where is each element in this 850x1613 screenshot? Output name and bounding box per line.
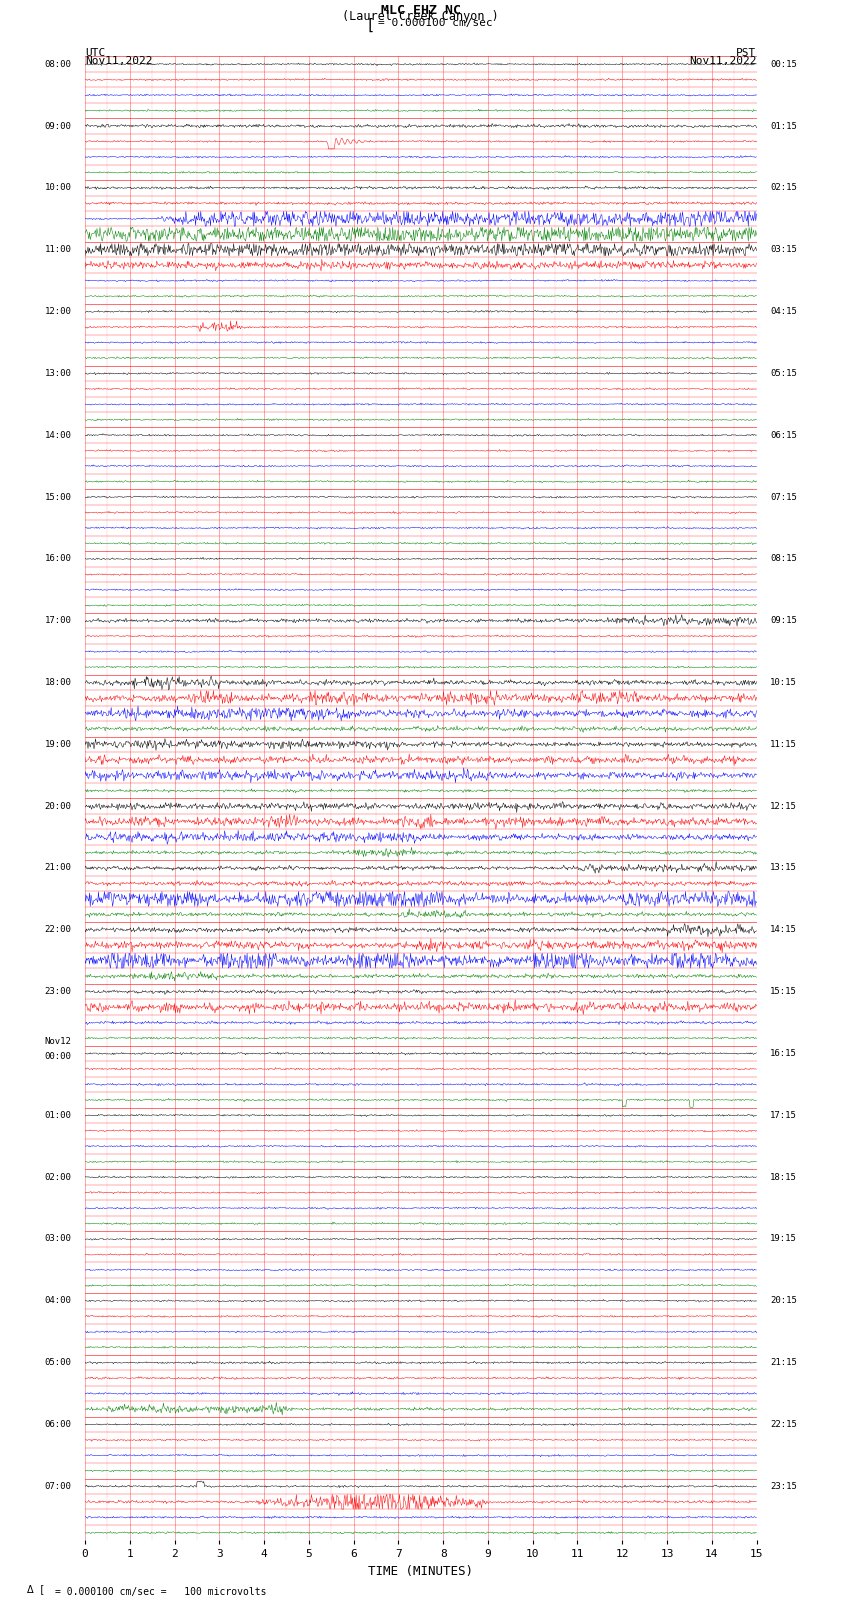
Text: 22:15: 22:15 (770, 1419, 796, 1429)
Text: 08:15: 08:15 (770, 555, 796, 563)
Text: 16:00: 16:00 (45, 555, 71, 563)
Text: 19:00: 19:00 (45, 740, 71, 748)
Text: UTC: UTC (85, 48, 105, 58)
Text: 00:00: 00:00 (45, 1052, 71, 1061)
Text: $\Delta$ [: $\Delta$ [ (26, 1582, 44, 1597)
Text: 10:15: 10:15 (770, 677, 796, 687)
Text: 12:15: 12:15 (770, 802, 796, 811)
Text: 17:15: 17:15 (770, 1111, 796, 1119)
Text: 18:15: 18:15 (770, 1173, 796, 1182)
Text: 11:15: 11:15 (770, 740, 796, 748)
Text: [: [ (366, 18, 375, 32)
Text: 04:00: 04:00 (45, 1297, 71, 1305)
Text: 00:15: 00:15 (770, 60, 796, 69)
Text: 15:00: 15:00 (45, 492, 71, 502)
Text: 05:00: 05:00 (45, 1358, 71, 1368)
Text: 09:15: 09:15 (770, 616, 796, 626)
Text: Nov12: Nov12 (45, 1037, 71, 1045)
Text: 19:15: 19:15 (770, 1234, 796, 1244)
Text: 09:00: 09:00 (45, 121, 71, 131)
Text: 18:00: 18:00 (45, 677, 71, 687)
Text: 13:00: 13:00 (45, 369, 71, 377)
Text: 02:00: 02:00 (45, 1173, 71, 1182)
Text: 20:00: 20:00 (45, 802, 71, 811)
Text: 14:15: 14:15 (770, 926, 796, 934)
Text: 03:15: 03:15 (770, 245, 796, 255)
Text: 22:00: 22:00 (45, 926, 71, 934)
X-axis label: TIME (MINUTES): TIME (MINUTES) (368, 1565, 473, 1578)
Text: 10:00: 10:00 (45, 184, 71, 192)
Text: 12:00: 12:00 (45, 306, 71, 316)
Text: 15:15: 15:15 (770, 987, 796, 997)
Text: 23:00: 23:00 (45, 987, 71, 997)
Text: 08:00: 08:00 (45, 60, 71, 69)
Text: MLC EHZ NC: MLC EHZ NC (381, 5, 461, 18)
Text: 13:15: 13:15 (770, 863, 796, 873)
Text: 16:15: 16:15 (770, 1048, 796, 1058)
Text: 01:00: 01:00 (45, 1111, 71, 1119)
Text: 06:15: 06:15 (770, 431, 796, 440)
Text: 23:15: 23:15 (770, 1482, 796, 1490)
Text: 21:15: 21:15 (770, 1358, 796, 1368)
Text: 07:00: 07:00 (45, 1482, 71, 1490)
Text: (Laurel Creek Canyon ): (Laurel Creek Canyon ) (343, 11, 499, 24)
Text: Nov11,2022: Nov11,2022 (85, 56, 152, 66)
Text: 03:00: 03:00 (45, 1234, 71, 1244)
Text: 06:00: 06:00 (45, 1419, 71, 1429)
Text: = 0.000100 cm/sec =   100 microvolts: = 0.000100 cm/sec = 100 microvolts (55, 1587, 267, 1597)
Text: 05:15: 05:15 (770, 369, 796, 377)
Text: Nov11,2022: Nov11,2022 (689, 56, 756, 66)
Text: 02:15: 02:15 (770, 184, 796, 192)
Text: PST: PST (736, 48, 756, 58)
Text: 20:15: 20:15 (770, 1297, 796, 1305)
Text: 21:00: 21:00 (45, 863, 71, 873)
Text: 01:15: 01:15 (770, 121, 796, 131)
Text: = 0.000100 cm/sec: = 0.000100 cm/sec (378, 18, 493, 27)
Text: 11:00: 11:00 (45, 245, 71, 255)
Text: 07:15: 07:15 (770, 492, 796, 502)
Text: 17:00: 17:00 (45, 616, 71, 626)
Text: 14:00: 14:00 (45, 431, 71, 440)
Text: 04:15: 04:15 (770, 306, 796, 316)
